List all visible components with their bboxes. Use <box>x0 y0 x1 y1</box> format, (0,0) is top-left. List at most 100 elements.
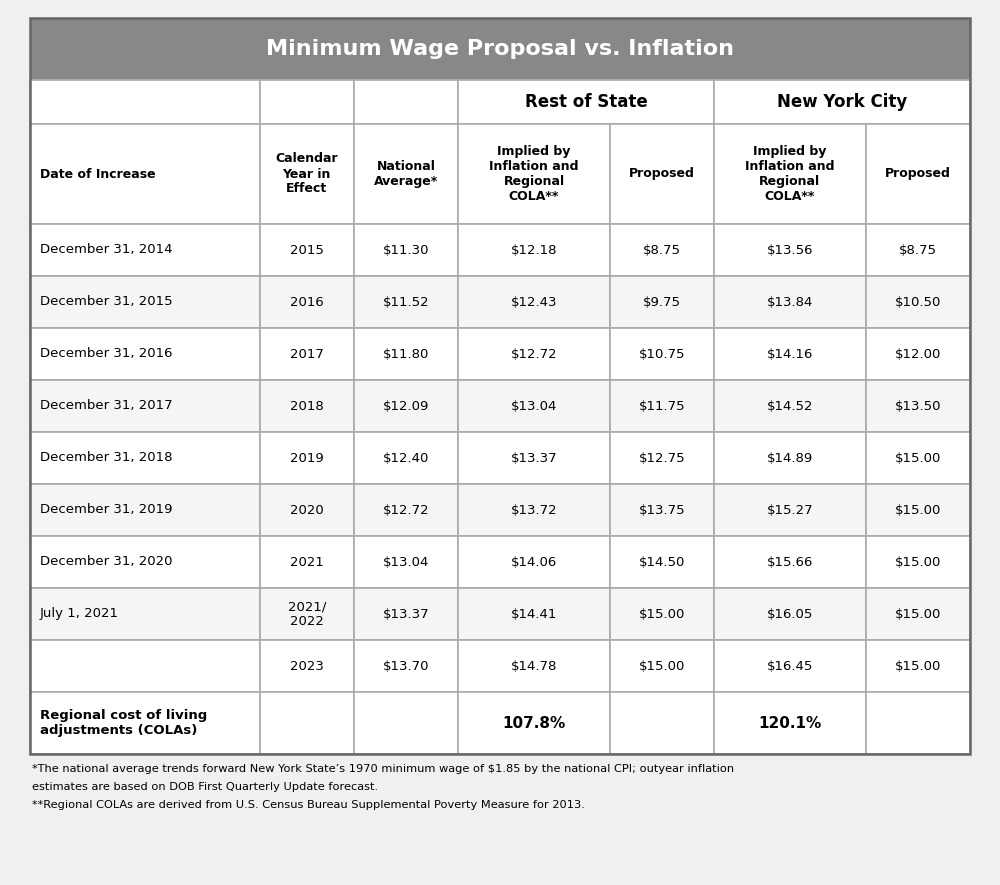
Bar <box>30 224 970 276</box>
Text: $15.00: $15.00 <box>895 659 941 673</box>
Bar <box>866 276 970 328</box>
Bar <box>354 432 458 484</box>
Text: $13.04: $13.04 <box>383 556 429 568</box>
Bar <box>354 588 458 640</box>
Text: $13.37: $13.37 <box>511 451 557 465</box>
Text: $13.56: $13.56 <box>767 243 813 257</box>
Bar <box>354 80 458 124</box>
Text: Date of Increase: Date of Increase <box>40 167 156 181</box>
Bar <box>354 124 458 224</box>
Bar <box>458 536 610 588</box>
Text: 2021: 2021 <box>290 556 324 568</box>
Bar <box>30 588 970 640</box>
Bar <box>866 588 970 640</box>
Bar <box>30 276 970 328</box>
Text: $15.00: $15.00 <box>639 607 685 620</box>
Bar <box>30 124 970 224</box>
Bar <box>30 588 260 640</box>
Text: estimates are based on DOB First Quarterly Update forecast.: estimates are based on DOB First Quarter… <box>32 782 378 792</box>
Text: Implied by
Inflation and
Regional
COLA**: Implied by Inflation and Regional COLA** <box>745 145 835 203</box>
Bar <box>866 124 970 224</box>
Bar <box>30 276 260 328</box>
Bar <box>30 432 260 484</box>
Text: Rest of State: Rest of State <box>525 93 648 111</box>
Bar <box>30 640 260 692</box>
Bar <box>714 80 970 124</box>
Text: December 31, 2019: December 31, 2019 <box>40 504 173 517</box>
Bar <box>354 224 458 276</box>
Bar <box>30 80 970 124</box>
Bar <box>354 484 458 536</box>
Text: $15.00: $15.00 <box>639 659 685 673</box>
Bar <box>610 124 714 224</box>
Bar <box>610 692 714 754</box>
Text: 2019: 2019 <box>290 451 324 465</box>
Text: $15.66: $15.66 <box>767 556 813 568</box>
Text: December 31, 2018: December 31, 2018 <box>40 451 173 465</box>
Bar <box>458 124 610 224</box>
Text: $11.75: $11.75 <box>639 399 685 412</box>
Bar <box>30 692 970 754</box>
Text: $12.40: $12.40 <box>383 451 429 465</box>
Bar <box>260 276 354 328</box>
Text: $8.75: $8.75 <box>899 243 937 257</box>
Text: New York City: New York City <box>777 93 907 111</box>
Text: 2021/
2022: 2021/ 2022 <box>288 600 326 628</box>
Text: $11.52: $11.52 <box>383 296 429 309</box>
Bar <box>30 328 260 380</box>
Text: December 31, 2017: December 31, 2017 <box>40 399 173 412</box>
Text: 107.8%: 107.8% <box>502 715 566 730</box>
Bar <box>354 328 458 380</box>
Bar <box>458 692 610 754</box>
Bar <box>30 224 260 276</box>
Text: Proposed: Proposed <box>629 167 695 181</box>
Text: $14.41: $14.41 <box>511 607 557 620</box>
Bar <box>260 124 354 224</box>
Text: National
Average*: National Average* <box>374 160 438 188</box>
Bar <box>354 640 458 692</box>
Text: $12.00: $12.00 <box>895 348 941 360</box>
Bar <box>714 124 866 224</box>
Text: $11.30: $11.30 <box>383 243 429 257</box>
Bar <box>458 432 610 484</box>
Bar <box>354 692 458 754</box>
Text: $16.45: $16.45 <box>767 659 813 673</box>
Text: 120.1%: 120.1% <box>758 715 821 730</box>
Text: $12.18: $12.18 <box>511 243 557 257</box>
Bar <box>610 224 714 276</box>
Bar <box>30 80 260 124</box>
Text: July 1, 2021: July 1, 2021 <box>40 607 119 620</box>
Bar <box>260 484 354 536</box>
Bar <box>30 640 970 692</box>
Text: Regional cost of living
adjustments (COLAs): Regional cost of living adjustments (COL… <box>40 709 207 737</box>
Text: December 31, 2016: December 31, 2016 <box>40 348 173 360</box>
Bar <box>866 328 970 380</box>
Text: $15.00: $15.00 <box>895 607 941 620</box>
Bar <box>714 640 866 692</box>
Bar <box>866 380 970 432</box>
Bar <box>714 432 866 484</box>
Text: $13.37: $13.37 <box>383 607 429 620</box>
Text: $15.00: $15.00 <box>895 504 941 517</box>
Bar <box>30 484 260 536</box>
Text: Calendar
Year in
Effect: Calendar Year in Effect <box>275 152 338 196</box>
Bar <box>714 224 866 276</box>
Text: **Regional COLAs are derived from U.S. Census Bureau Supplemental Poverty Measur: **Regional COLAs are derived from U.S. C… <box>32 800 585 810</box>
Bar <box>458 588 610 640</box>
Bar <box>714 276 866 328</box>
Text: $15.00: $15.00 <box>895 451 941 465</box>
Text: 2015: 2015 <box>290 243 324 257</box>
Bar <box>610 328 714 380</box>
Bar <box>610 640 714 692</box>
Text: December 31, 2015: December 31, 2015 <box>40 296 173 309</box>
Text: $15.27: $15.27 <box>767 504 813 517</box>
Bar <box>866 692 970 754</box>
Bar <box>30 536 260 588</box>
Text: 2016: 2016 <box>290 296 324 309</box>
Bar <box>610 484 714 536</box>
Text: $14.06: $14.06 <box>511 556 557 568</box>
Text: $14.16: $14.16 <box>767 348 813 360</box>
Text: $11.80: $11.80 <box>383 348 429 360</box>
Bar <box>458 80 714 124</box>
Bar <box>866 484 970 536</box>
